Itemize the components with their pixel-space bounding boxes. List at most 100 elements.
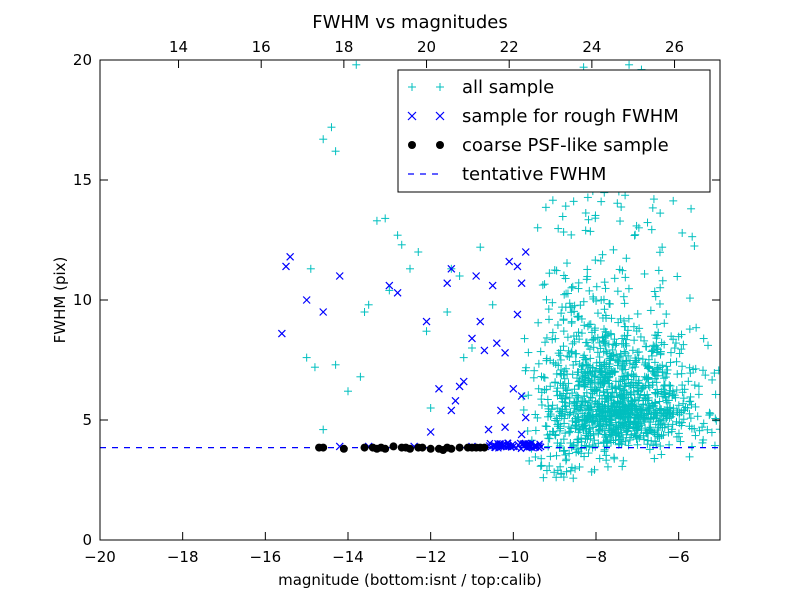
all-sample-point: [576, 406, 585, 415]
all-sample-point: [666, 348, 675, 357]
all-sample-point: [589, 335, 598, 344]
all-sample-point: [674, 401, 683, 410]
all-sample-point: [619, 433, 628, 442]
all-sample-point: [605, 349, 614, 358]
all-sample-point: [583, 272, 592, 281]
rough-sample-point: [476, 317, 485, 326]
all-sample-point: [628, 346, 637, 355]
legend-item: sample for rough FWHM: [407, 106, 679, 127]
all-sample-point: [664, 428, 673, 437]
all-sample-point: [636, 431, 645, 440]
all-sample-point: [406, 264, 414, 273]
x-tick-label: −10: [498, 548, 530, 566]
all-sample-point: [636, 406, 645, 415]
all-sample-point: [711, 414, 720, 423]
all-sample-point: [655, 363, 664, 372]
all-sample-point: [578, 422, 587, 431]
all-sample-point: [656, 209, 665, 218]
all-sample-point: [650, 287, 659, 296]
all-sample-point: [607, 396, 616, 405]
chart-title: FWHM vs magnitudes: [312, 12, 507, 33]
all-sample-point: [672, 385, 681, 394]
all-sample-point: [608, 383, 617, 392]
all-sample-point: [693, 412, 702, 421]
legend-marker-dot: [436, 141, 444, 149]
rough-sample-point: [435, 384, 443, 393]
all-sample-point: [646, 423, 655, 432]
psf-sample-point: [381, 444, 390, 453]
all-sample-point: [531, 410, 540, 419]
all-sample-point: [637, 384, 646, 393]
all-sample-point: [600, 391, 609, 400]
all-sample-point: [654, 266, 663, 275]
all-sample-point: [596, 405, 605, 414]
all-sample-point: [577, 401, 586, 410]
all-sample-point: [673, 408, 682, 417]
all-sample-point: [577, 314, 586, 323]
all-sample-point: [422, 327, 431, 336]
all-sample-point: [562, 389, 571, 398]
rough-sample-point: [282, 262, 290, 271]
x-axis-label: magnitude (bottom:isnt / top:calib): [278, 571, 542, 589]
all-sample-point: [548, 196, 557, 205]
all-sample-point: [663, 407, 672, 416]
all-sample-point: [414, 248, 423, 256]
all-sample-point: [595, 338, 604, 347]
all-sample-point: [520, 334, 529, 343]
all-sample-point: [629, 371, 638, 380]
all-sample-point: [678, 362, 687, 371]
psf-sample-point: [426, 444, 435, 453]
all-sample-point: [545, 461, 554, 470]
all-sample-point: [551, 378, 560, 387]
all-sample-point: [476, 243, 485, 252]
all-sample-point: [594, 373, 603, 382]
all-sample-point: [679, 394, 688, 403]
all-sample-point: [548, 328, 557, 337]
all-sample-point: [590, 371, 599, 380]
all-sample-point: [652, 320, 661, 329]
top-x-tick-label: 22: [500, 38, 519, 56]
all-sample-point: [595, 454, 604, 463]
rough-sample-point: [286, 252, 295, 261]
all-sample-point: [660, 380, 669, 389]
all-sample-point: [634, 422, 643, 431]
all-sample-point: [583, 265, 592, 274]
all-sample-point: [677, 345, 686, 354]
all-sample-point: [653, 345, 662, 354]
rough-sample-point: [497, 406, 505, 415]
all-sample-point: [606, 414, 615, 423]
all-sample-point: [647, 225, 656, 234]
all-sample-point: [626, 410, 635, 419]
all-sample-point: [591, 324, 600, 333]
all-sample-point: [605, 373, 614, 382]
all-sample-point: [659, 381, 668, 390]
all-sample-point: [564, 379, 573, 388]
all-sample-point: [542, 295, 551, 304]
all-sample-point: [572, 332, 581, 341]
all-sample-point: [364, 300, 373, 309]
all-sample-point: [646, 306, 655, 315]
rough-sample-point: [517, 392, 526, 400]
all-sample-point: [533, 223, 542, 232]
all-sample-point: [662, 310, 671, 319]
all-sample-point: [525, 456, 534, 465]
all-sample-point: [570, 337, 579, 346]
all-sample-point: [685, 397, 694, 406]
all-sample-point: [633, 309, 642, 318]
all-sample-point: [529, 373, 538, 382]
all-sample-point: [613, 287, 622, 296]
all-sample-point: [706, 409, 715, 418]
all-sample-point: [632, 221, 641, 230]
all-sample-point: [319, 135, 328, 144]
all-sample-point: [641, 342, 650, 351]
rough-sample-point: [335, 272, 344, 280]
all-sample-point: [619, 456, 628, 465]
all-sample-point: [561, 274, 570, 283]
all-sample-point: [625, 60, 634, 69]
all-sample-point: [574, 405, 583, 414]
rough-sample-point: [426, 428, 435, 436]
all-sample-point: [638, 383, 647, 392]
legend-item: all sample: [408, 77, 554, 98]
all-sample-point: [602, 451, 611, 460]
